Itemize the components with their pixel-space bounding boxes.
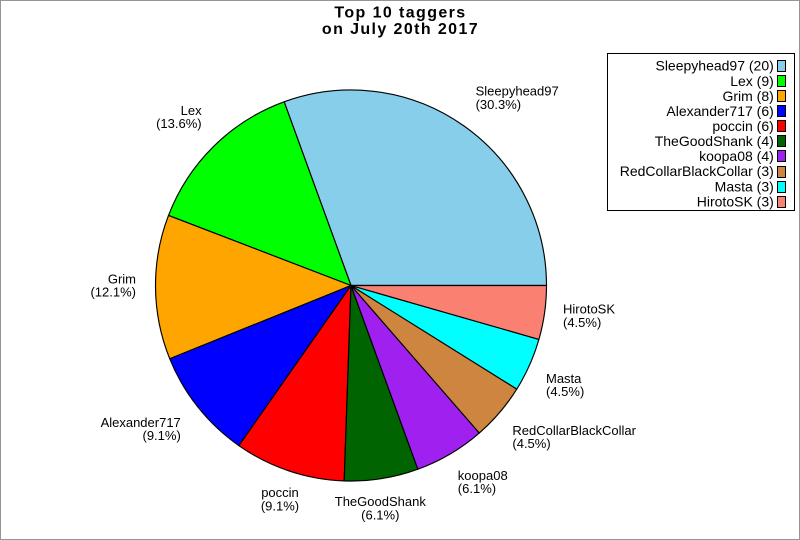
svg-text:Masta: Masta [546, 371, 582, 386]
svg-text:TheGoodShank (4): TheGoodShank (4) [655, 133, 774, 149]
svg-text:Alexander717: Alexander717 [101, 415, 181, 430]
svg-text:(4.5%): (4.5%) [563, 315, 601, 330]
svg-text:koopa08: koopa08 [458, 468, 508, 483]
svg-text:TheGoodShank: TheGoodShank [335, 494, 427, 509]
svg-text:(30.3%): (30.3%) [476, 97, 522, 112]
svg-text:(4.5%): (4.5%) [546, 384, 584, 399]
svg-text:Grim: Grim [108, 271, 136, 286]
svg-text:on July 20th 2017: on July 20th 2017 [322, 21, 479, 38]
svg-text:Sleepyhead97 (20): Sleepyhead97 (20) [655, 58, 773, 74]
svg-text:(13.6%): (13.6%) [156, 116, 202, 131]
svg-text:HirotoSK (3): HirotoSK (3) [697, 193, 774, 209]
svg-text:(6.1%): (6.1%) [361, 507, 399, 522]
svg-text:Grim (8): Grim (8) [722, 88, 773, 104]
svg-text:(12.1%): (12.1%) [90, 285, 136, 300]
svg-text:Lex (9): Lex (9) [730, 73, 774, 89]
svg-text:Masta (3): Masta (3) [715, 178, 774, 194]
svg-text:poccin (6): poccin (6) [712, 118, 773, 134]
svg-text:Sleepyhead97: Sleepyhead97 [476, 84, 559, 99]
svg-text:RedCollarBlackCollar (3): RedCollarBlackCollar (3) [620, 163, 774, 179]
svg-text:Top 10 taggers: Top 10 taggers [334, 5, 466, 22]
svg-text:(9.1%): (9.1%) [143, 428, 181, 443]
svg-text:RedCollarBlackCollar: RedCollarBlackCollar [512, 423, 636, 438]
svg-text:Alexander717 (6): Alexander717 (6) [666, 103, 773, 119]
svg-text:(6.1%): (6.1%) [458, 481, 496, 496]
svg-text:(9.1%): (9.1%) [261, 498, 299, 513]
svg-text:(4.5%): (4.5%) [512, 436, 550, 451]
svg-text:HirotoSK: HirotoSK [563, 302, 615, 317]
svg-text:Lex: Lex [181, 103, 202, 118]
svg-text:poccin: poccin [261, 485, 299, 500]
svg-text:koopa08 (4): koopa08 (4) [699, 148, 774, 164]
